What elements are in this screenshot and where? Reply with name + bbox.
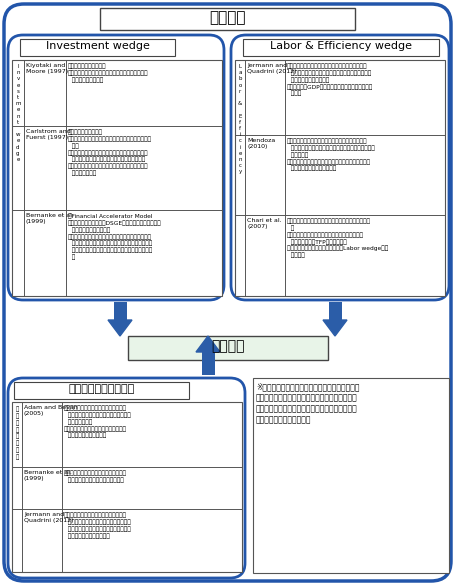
Text: Bernanke et al.
(1999): Bernanke et al. (1999) bbox=[24, 470, 72, 481]
FancyBboxPatch shape bbox=[8, 378, 245, 578]
Text: I
n
v
e
s
t
m
e
n
t
 
w
e
d
g
e: I n v e s t m e n t w e d g e bbox=[15, 64, 21, 162]
Text: ・財政ファイナンスを以下のように定義
  政府支出＝実質貨幣フロー増分＋税: ・財政ファイナンスを以下のように定義 政府支出＝実質貨幣フロー増分＋税 bbox=[64, 470, 127, 483]
Text: 資金制約: 資金制約 bbox=[211, 339, 245, 353]
Text: Carlstrom and
Fuerst (1997): Carlstrom and Fuerst (1997) bbox=[26, 129, 71, 140]
Text: ・企業の資本・負債構成の資金フローをモデルに組
  み込むことで、配当が景気に対し順循環、利払いが
  反循環であることを示す
・債務低下がGDP及び労働投入に: ・企業の資本・負債構成の資金フローをモデルに組 み込むことで、配当が景気に対し順… bbox=[287, 63, 373, 97]
Text: ・中間投入の支払を借入でファイナンスするという仮
  定
・信用制約に伴う中間投入にかかる運転資金調達
  コストの上昇がTFPを低下させる
・信用制約によるス: ・中間投入の支払を借入でファイナンスするという仮 定 ・信用制約に伴う中間投入に… bbox=[287, 218, 388, 259]
Text: ・マクロ資金フローを以下のように定義
  実質資源需要＝民間設備投資＋民間消費
  ＋政府財政赤字
・政府財政収支が一定の閾値を持って経
  済成長率に影響を与: ・マクロ資金フローを以下のように定義 実質資源需要＝民間設備投資＋民間消費 ＋政… bbox=[64, 405, 131, 439]
Text: ※民間資金需要と政府資金需要の同時性から、金
融仲介機関の国債選好状況においては、資金のク
ラウドアウトが発生し、民間資金需要において資
金制約が発生する可能性: ※民間資金需要と政府資金需要の同時性から、金 融仲介機関の国債選好状況においては… bbox=[256, 382, 359, 424]
Bar bbox=[12, 402, 242, 572]
Bar bbox=[113, 302, 126, 320]
Text: Jermann and
Quadrini (2012): Jermann and Quadrini (2012) bbox=[247, 63, 297, 74]
Text: Labor & Efficiency wedge: Labor & Efficiency wedge bbox=[270, 41, 412, 51]
Text: Kiyotaki and
Moore (1997): Kiyotaki and Moore (1997) bbox=[26, 63, 68, 74]
Text: L
a
b
o
r
 
&
 
E
f
f
i
c
i
e
n
c
y: L a b o r & E f f i c i e n c y bbox=[238, 64, 242, 174]
Polygon shape bbox=[323, 320, 347, 336]
FancyBboxPatch shape bbox=[4, 4, 451, 581]
Bar bbox=[253, 378, 449, 573]
Text: 政府財政ファイナンス: 政府財政ファイナンス bbox=[68, 384, 135, 394]
Text: Jermann and
Quadrini (2012): Jermann and Quadrini (2012) bbox=[24, 512, 74, 523]
Bar bbox=[243, 39, 439, 56]
Text: 金融要因: 金融要因 bbox=[209, 10, 246, 25]
Bar bbox=[12, 60, 222, 296]
Text: Bernanke et al.
(1999): Bernanke et al. (1999) bbox=[26, 213, 74, 224]
Text: Adam and Bevan
(2005): Adam and Bevan (2005) bbox=[24, 405, 78, 416]
Bar bbox=[14, 382, 189, 399]
Bar bbox=[100, 8, 355, 30]
Bar bbox=[20, 39, 175, 56]
Bar bbox=[329, 302, 342, 320]
Text: ・企業の純資産に着目
・情報の非対称性下におけるエージェンシーコストを
  仮定
・ミクロ経済的に最適な信用契約から純資産の一定
  倍率がコミットメントライン: ・企業の純資産に着目 ・情報の非対称性下におけるエージェンシーコストを 仮定 ・… bbox=[68, 129, 152, 177]
Polygon shape bbox=[108, 320, 132, 336]
Bar bbox=[128, 336, 328, 360]
Polygon shape bbox=[196, 336, 220, 352]
FancyBboxPatch shape bbox=[231, 35, 449, 300]
Text: ・財政ファイナンスを以下のように定義
  標準的過程に従う実質政府消費＝一般税
  収＋名目政府消費＋資金調達コスト（＝
  実効利子率＝名目利子率）: ・財政ファイナンスを以下のように定義 標準的過程に従う実質政府消費＝一般税 収＋… bbox=[64, 512, 131, 539]
Text: ・土地の担保価値に着目
・生産性ショックによる土地価格の変化が企業の資
  金制約を発生させる: ・土地の担保価値に着目 ・生産性ショックによる土地価格の変化が企業の資 金制約を… bbox=[68, 63, 148, 82]
Bar bbox=[202, 352, 214, 375]
Text: Mendoza
(2010): Mendoza (2010) bbox=[247, 138, 275, 149]
Text: ・レバレッジは景気拡張中には拡大するが、一定水
  準を超えると信用制約のトリガーになるという、非線
  形性を指摘
・運転資金へのアクセス低小が、アウトプット: ・レバレッジは景気拡張中には拡大するが、一定水 準を超えると信用制約のトリガーに… bbox=[287, 138, 375, 171]
Text: Investment wedge: Investment wedge bbox=[46, 41, 149, 51]
Bar bbox=[235, 60, 445, 296]
Text: ・Financial Accelerator Model
・ニューケインジアン型DSGEモデルにエージェンシー
  コストの概念を組み込む
・マクロ経済の一時シ: ・Financial Accelerator Model ・ニューケインジアン型… bbox=[68, 213, 162, 260]
Text: Chari et al.
(2007): Chari et al. (2007) bbox=[247, 218, 282, 229]
Text: 財
政
フ
ァ
イ
ナ
ン
ス: 財 政 フ ァ イ ナ ン ス bbox=[15, 406, 19, 460]
FancyBboxPatch shape bbox=[8, 35, 224, 300]
